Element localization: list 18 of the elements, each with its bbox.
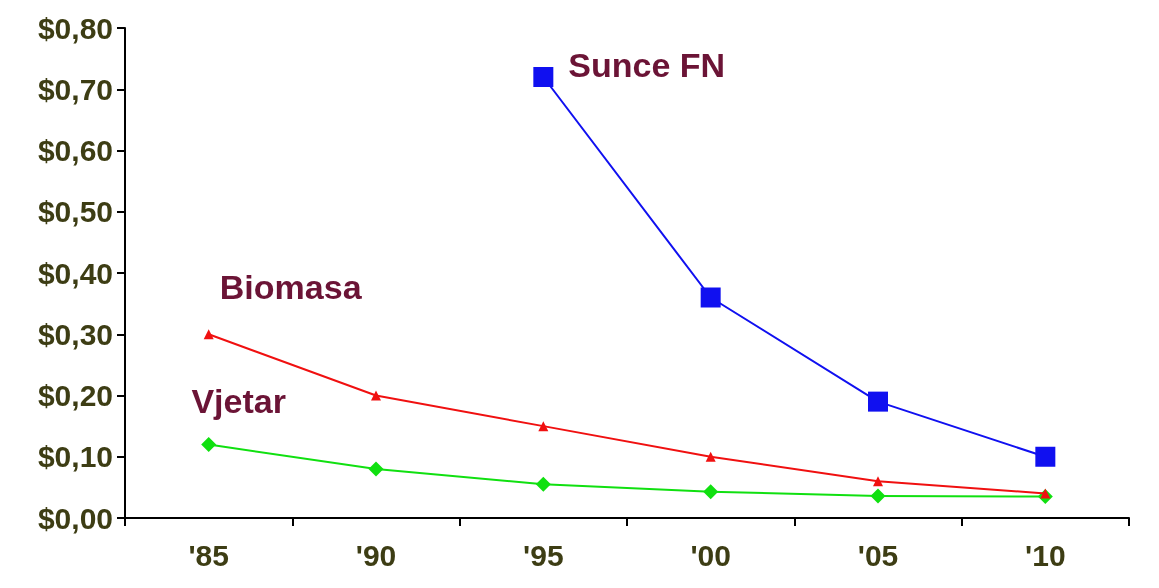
y-tick-label: $0,60 [37,134,113,167]
y-tick-label: $0,10 [37,440,113,474]
y-tick-label: $0,50 [37,195,113,229]
series-label: Sunce FN [568,46,726,84]
y-tick-label: $0,30 [37,317,113,351]
x-tick-label: '85 [188,538,229,572]
x-tick-label: '95 [523,538,564,572]
y-tick-label: $0,00 [37,501,113,535]
series-label: Vjetar [191,382,286,420]
x-tick-label: '05 [857,538,899,572]
y-tick-label: $0,20 [37,379,113,412]
x-tick-label: '90 [355,538,397,572]
x-tick-label: '10 [1025,538,1066,572]
y-tick-label: $0,70 [37,72,113,106]
y-tick-label: $0,80 [37,11,113,45]
y-tick-label: $0,40 [37,256,113,290]
x-tick-label: '00 [690,538,731,572]
series-label: Biomasa [219,268,363,307]
